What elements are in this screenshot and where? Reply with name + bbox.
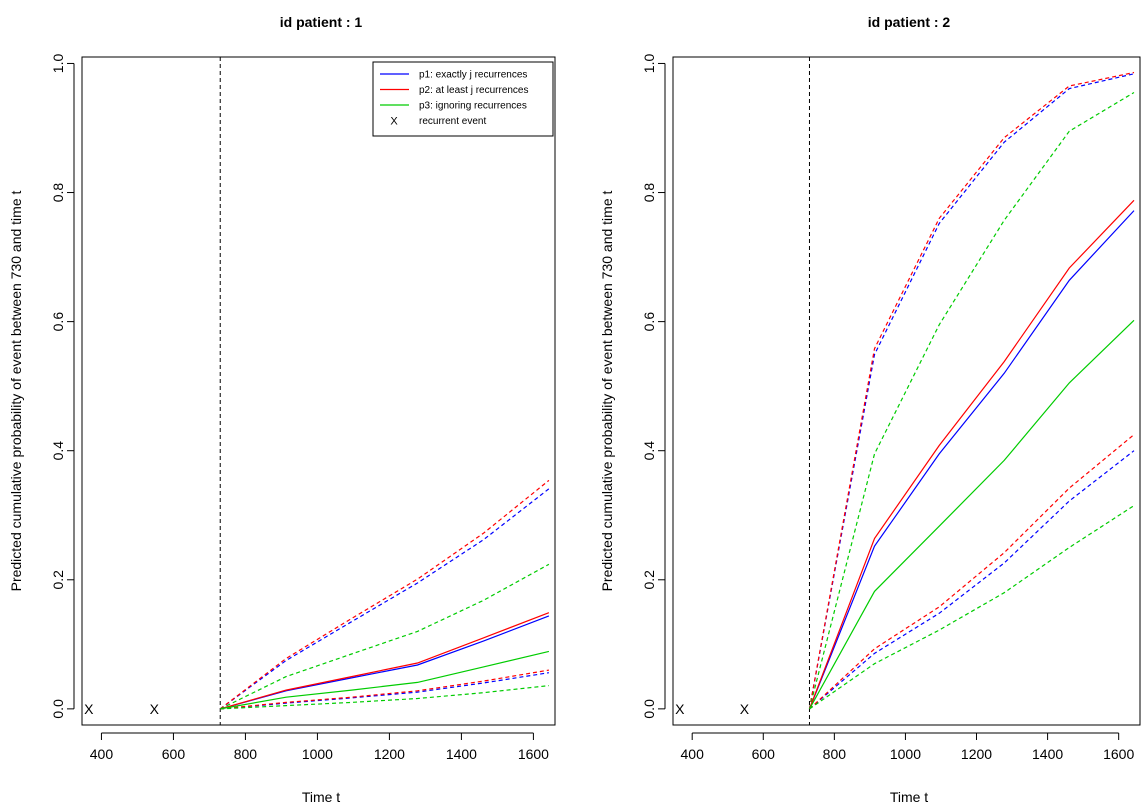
x-tick-label: 600 <box>162 746 186 762</box>
x-tick-label: 1200 <box>961 746 992 762</box>
y-tick-label: 0.6 <box>50 312 66 332</box>
legend-label: p2: at least j recurrences <box>419 85 529 96</box>
chart-title: id patient : 2 <box>868 14 951 30</box>
confidence-band-line-8 <box>809 505 1135 710</box>
legend-label: recurrent event <box>419 116 486 127</box>
y-tick-label: 0.8 <box>50 183 66 203</box>
confidence-band-line-7 <box>220 669 549 710</box>
series-line-1 <box>220 612 550 710</box>
x-tick-label: 1000 <box>302 746 333 762</box>
y-tick-label: 0.4 <box>641 441 657 461</box>
x-axis-label: Time t <box>890 789 928 805</box>
y-tick-label: 0.6 <box>641 312 657 332</box>
x-tick-label: 1000 <box>890 746 921 762</box>
x-tick-label: 800 <box>234 746 258 762</box>
confidence-band-line-6 <box>220 672 549 710</box>
x-tick-label: 1400 <box>1032 746 1063 762</box>
y-tick-label: 0.2 <box>641 570 657 590</box>
y-tick-label: 0.2 <box>50 570 66 590</box>
recurrent-event-marker: X <box>84 701 94 717</box>
confidence-band-line-4 <box>808 71 1135 710</box>
y-tick-label: 0.0 <box>50 699 66 719</box>
x-tick-label: 400 <box>681 746 705 762</box>
x-tick-label: 1600 <box>518 746 549 762</box>
x-tick-label: 1400 <box>446 746 477 762</box>
chart-title: id patient : 1 <box>280 14 363 30</box>
x-tick-label: 1600 <box>1103 746 1134 762</box>
legend-marker: X <box>390 116 398 128</box>
legend: p1: exactly j recurrences p2: at least j … <box>372 61 554 137</box>
recurrent-event-marker: X <box>740 701 750 717</box>
x-tick-label: 600 <box>752 746 776 762</box>
chart-panel-1: id patient : 1 400 600 800 1000 1200 1400 1600 T… <box>8 14 556 805</box>
plot-frame <box>81 56 556 726</box>
x-axis-label: Time t <box>302 789 340 805</box>
y-tick-label: 0.0 <box>641 699 657 719</box>
y-axis-label: Predicted cumulative probability of even… <box>8 190 24 591</box>
recurrent-event-marker: X <box>150 701 160 717</box>
x-tick-label: 800 <box>823 746 847 762</box>
confidence-band-line-7 <box>809 434 1135 710</box>
series-line-2 <box>808 319 1135 710</box>
confidence-band-line-5 <box>219 563 550 710</box>
confidence-band-line-5 <box>808 91 1135 710</box>
confidence-band-line-4 <box>219 479 550 710</box>
x-tick-label: 400 <box>90 746 114 762</box>
y-tick-label: 0.8 <box>641 183 657 203</box>
series-line-2 <box>220 650 550 710</box>
legend-label: p1: exactly j recurrences <box>419 70 527 81</box>
confidence-band-line-8 <box>220 685 549 710</box>
plot-frame <box>672 56 1141 726</box>
y-tick-label: 1.0 <box>641 54 657 74</box>
chart-panel-2: id patient : 2 400 600 800 1000 1200 1400 1600 T… <box>599 14 1141 805</box>
y-tick-label: 1.0 <box>50 54 66 74</box>
series-line-0 <box>808 210 1135 710</box>
confidence-band-line-3 <box>808 73 1135 710</box>
x-tick-label: 1200 <box>374 746 405 762</box>
legend-label: p3: ignoring recurrences <box>419 101 527 112</box>
confidence-band-line-3 <box>219 488 550 710</box>
recurrent-event-marker: X <box>675 701 685 717</box>
y-axis-label: Predicted cumulative probability of even… <box>599 190 615 591</box>
y-tick-label: 0.4 <box>50 441 66 461</box>
confidence-band-line-6 <box>809 450 1135 710</box>
series-line-1 <box>808 199 1135 710</box>
